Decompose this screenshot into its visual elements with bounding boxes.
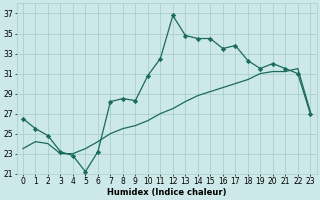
- X-axis label: Humidex (Indice chaleur): Humidex (Indice chaleur): [107, 188, 226, 197]
